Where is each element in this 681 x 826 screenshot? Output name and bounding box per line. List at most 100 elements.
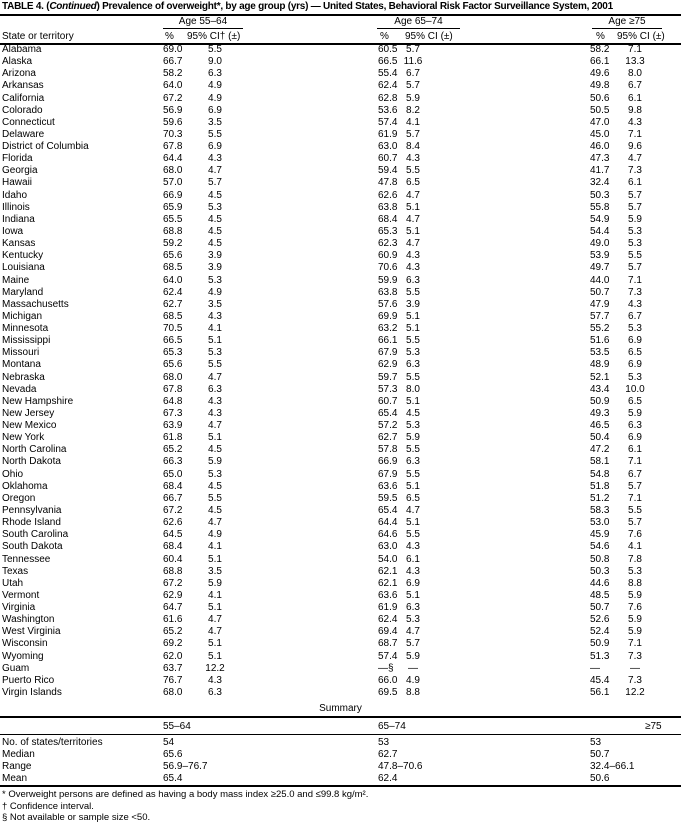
state-name: Oregon bbox=[2, 492, 36, 504]
ci-75-plus: 5.9 bbox=[628, 589, 642, 601]
ci-75-plus: 5.3 bbox=[628, 565, 642, 577]
pct-75-plus: 50.5 bbox=[590, 104, 610, 116]
footnote-not-available: § Not available or sample size <50. bbox=[2, 812, 151, 823]
ci-65-74: 4.5 bbox=[406, 407, 420, 419]
ci-55-64: 5.1 bbox=[208, 602, 222, 613]
pct-75-plus: 56.1 bbox=[590, 686, 610, 698]
ci-65-74: 4.3 bbox=[406, 250, 420, 262]
table-row: Kentucky 65.6 3.9 60.9 4.3 53.9 5.5 bbox=[0, 250, 681, 262]
summary-75-plus: 50.6 bbox=[590, 773, 610, 784]
group-header-75-plus: Age ≥75 bbox=[592, 16, 662, 29]
pct-65-74: 69.5 bbox=[378, 686, 398, 698]
ci-65-74: 6.5 bbox=[406, 177, 420, 189]
summary-75-plus: 53 bbox=[590, 737, 602, 748]
state-name: Michigan bbox=[2, 310, 43, 322]
pct-65-74: 69.4 bbox=[378, 626, 398, 638]
ci-55-64: 5.9 bbox=[208, 456, 222, 468]
ci-75-plus: 8.8 bbox=[628, 577, 642, 589]
summary-label: Summary bbox=[319, 703, 362, 714]
ci-65-74: 4.3 bbox=[406, 262, 420, 274]
state-name: Montana bbox=[2, 359, 41, 371]
table-row: Guam 63.7 12.2 —§ — — — bbox=[0, 663, 681, 675]
ci-55-64: 5.1 bbox=[208, 650, 222, 662]
table-row: New Jersey 67.3 4.3 65.4 4.5 49.3 5.9 bbox=[0, 408, 681, 420]
summary-55-64: 56.9–76.7 bbox=[163, 761, 208, 772]
ci-65-74: 5.1 bbox=[406, 201, 420, 213]
ci-75-plus: 5.9 bbox=[628, 614, 642, 626]
state-name: Maryland bbox=[2, 286, 44, 298]
ci-75-plus: 4.3 bbox=[628, 116, 642, 128]
ci-75-plus: 5.9 bbox=[628, 407, 642, 419]
state-name: Georgia bbox=[2, 165, 38, 177]
ci-75-plus: 6.9 bbox=[628, 432, 642, 444]
state-name: Texas bbox=[2, 565, 29, 577]
table-row: Ohio 65.0 5.3 67.9 5.5 54.8 6.7 bbox=[0, 469, 681, 481]
ci-65-74: 6.3 bbox=[406, 359, 420, 371]
pct-75-plus: 52.1 bbox=[590, 371, 610, 383]
state-name: New Jersey bbox=[2, 407, 55, 419]
pct-65-74: 47.8 bbox=[378, 177, 398, 189]
state-name: Alabama bbox=[2, 44, 42, 55]
table-row: South Dakota 68.4 4.1 63.0 4.3 54.6 4.1 bbox=[0, 541, 681, 553]
ci-55-64: 4.7 bbox=[208, 517, 222, 529]
state-name: Nevada bbox=[2, 383, 37, 395]
ci-75-plus: 5.5 bbox=[628, 504, 642, 516]
table-row: Colorado 56.9 6.9 53.6 8.2 50.5 9.8 bbox=[0, 105, 681, 117]
ci-65-74: 4.7 bbox=[406, 626, 420, 638]
summary-header-55-64: 55–64 bbox=[163, 721, 191, 732]
pct-75-plus: 53.5 bbox=[590, 347, 610, 359]
pct-55-64: 67.2 bbox=[163, 577, 183, 589]
table-row: Illinois 65.9 5.3 63.8 5.1 55.8 5.7 bbox=[0, 202, 681, 214]
table-row: Massachusetts 62.7 3.5 57.6 3.9 47.9 4.3 bbox=[0, 299, 681, 311]
pct-75-plus: 44.6 bbox=[590, 577, 610, 589]
pct-75-plus: 47.2 bbox=[590, 444, 610, 456]
pct-75-plus: 52.4 bbox=[590, 626, 610, 638]
pct-75-plus: 47.9 bbox=[590, 298, 610, 310]
ci-65-74: 5.5 bbox=[406, 371, 420, 383]
ci-65-74: 8.8 bbox=[406, 686, 420, 698]
pct-65-74: 59.4 bbox=[378, 165, 398, 177]
ci-55-64: 5.5 bbox=[208, 492, 222, 504]
table-row: Louisiana 68.5 3.9 70.6 4.3 49.7 5.7 bbox=[0, 262, 681, 274]
pct-75-plus: 49.6 bbox=[590, 68, 610, 80]
pct-75-plus: 58.1 bbox=[590, 456, 610, 468]
ci-65-74: 4.7 bbox=[406, 504, 420, 516]
pct-55-64: 65.2 bbox=[163, 444, 183, 456]
state-name: Wyoming bbox=[2, 650, 44, 662]
pct-55-64: 69.2 bbox=[163, 638, 183, 650]
ci-55-64: 4.3 bbox=[208, 407, 222, 419]
ci-65-74: 5.1 bbox=[406, 517, 420, 529]
ci-75-plus: 7.1 bbox=[628, 638, 642, 650]
state-name: Vermont bbox=[2, 589, 40, 601]
ci-65-74: 8.4 bbox=[406, 141, 420, 152]
ci-65-74: 8.0 bbox=[406, 383, 420, 395]
state-name: Colorado bbox=[2, 104, 43, 116]
pct-75-plus: 49.0 bbox=[590, 238, 610, 250]
pct-65-74: 62.3 bbox=[378, 238, 398, 250]
table-row: South Carolina 64.5 4.9 64.6 5.5 45.9 7.6 bbox=[0, 529, 681, 541]
pct-65-74: 59.7 bbox=[378, 371, 398, 383]
state-name: New Hampshire bbox=[2, 395, 74, 407]
pct-65-74: 59.5 bbox=[378, 492, 398, 504]
state-column-header: State or territory bbox=[2, 31, 74, 42]
pct-65-74: 63.8 bbox=[378, 286, 398, 298]
ci-55-64: 4.3 bbox=[208, 310, 222, 322]
state-name: Alaska bbox=[2, 56, 33, 68]
summary-label: Range bbox=[2, 761, 32, 772]
ci-55-64: 4.3 bbox=[208, 674, 222, 686]
pct-55-64: 57.0 bbox=[163, 177, 183, 189]
pct-75-plus: 45.0 bbox=[590, 128, 610, 140]
pct-75-plus: 66.1 bbox=[590, 56, 610, 68]
pct-65-74: 67.9 bbox=[378, 347, 398, 359]
pct-65-74: 68.7 bbox=[378, 638, 398, 650]
group-header-55-64: Age 55–64 bbox=[163, 16, 243, 29]
pct-75-plus: 50.4 bbox=[590, 432, 610, 444]
ci-55-64: 4.3 bbox=[208, 395, 222, 407]
table-row: West Virginia 65.2 4.7 69.4 4.7 52.4 5.9 bbox=[0, 626, 681, 638]
ci-65-74: 8.2 bbox=[406, 104, 420, 116]
ci-55-64: 4.9 bbox=[208, 92, 222, 104]
pct-75-plus: 50.6 bbox=[590, 92, 610, 104]
pct-65-74: 70.6 bbox=[378, 262, 398, 274]
state-name: Illinois bbox=[2, 201, 30, 213]
pct-65-74: 63.2 bbox=[378, 323, 398, 334]
